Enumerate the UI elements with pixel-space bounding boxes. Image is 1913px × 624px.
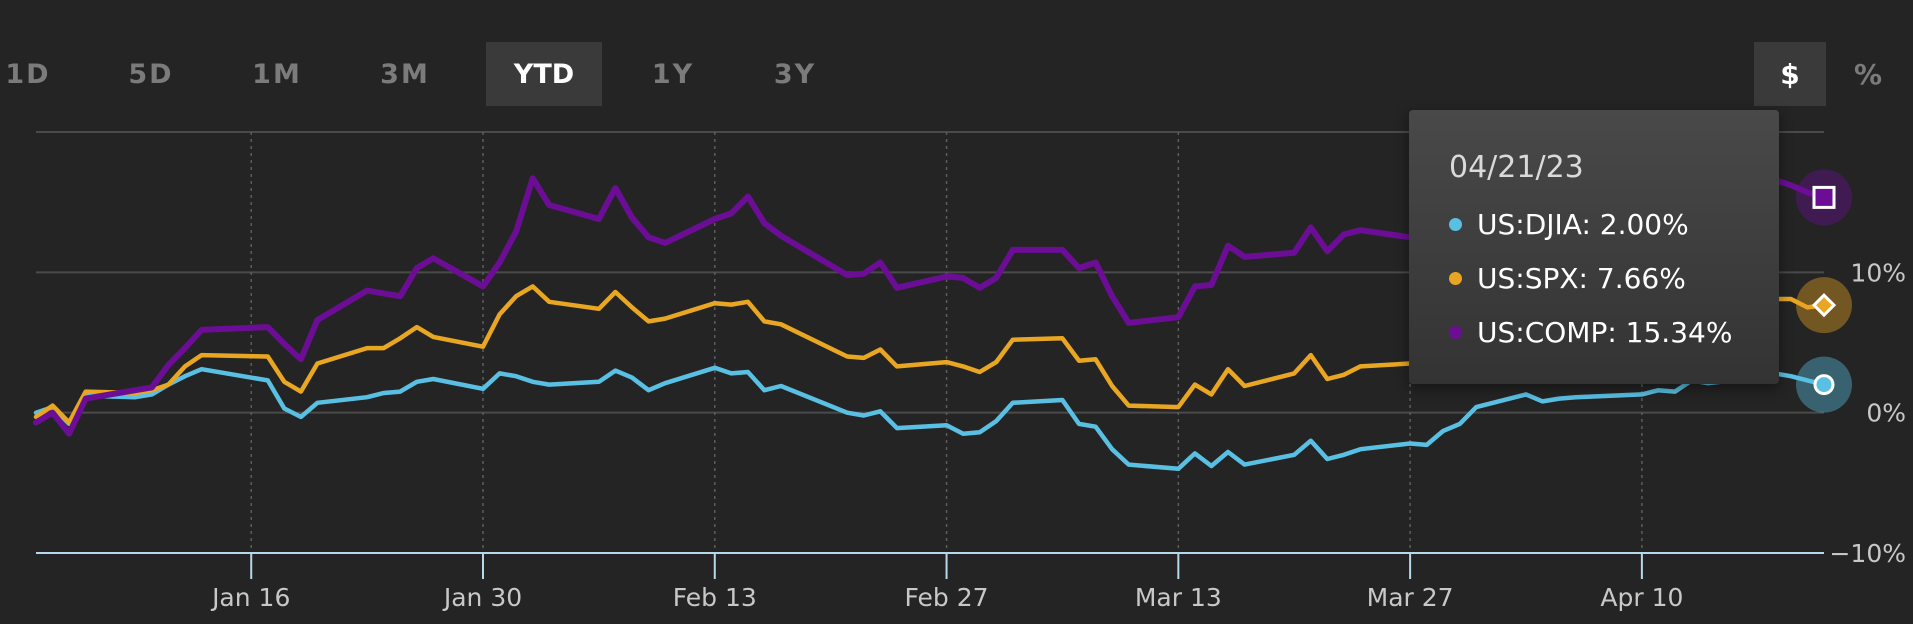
tab-1y[interactable]: 1Y [651,58,695,90]
x-tick-label-0: Jan 16 [210,583,290,612]
x-tick-label-2: Feb 13 [673,583,757,612]
tooltip-date: 04/21/23 [1449,150,1584,185]
y-tick-label-2: −10% [1829,539,1906,568]
y-tick-label-1: 0% [1866,399,1906,428]
tooltip-comp-label: US:COMP: 15.34% [1477,315,1733,349]
chart-axis: Jan 16 Jan 30 Feb 13 Feb 27 Mar 13 Mar 27 Apr … [36,258,1906,612]
x-tick-label-1: Jan 30 [442,583,522,612]
tooltip-item-spx: US:SPX: 7.66% [1449,251,1779,305]
tooltip-item-comp: US:COMP: 15.34% [1449,305,1779,359]
x-tick-label-4: Mar 13 [1135,583,1222,612]
us-comp-end-marker [1812,185,1836,209]
x-tick-label-6: Apr 10 [1600,583,1683,612]
tab-1m[interactable]: 1M [252,58,302,90]
tab-ytd[interactable]: YTD [486,42,602,106]
comp-legend-dot [1449,325,1462,339]
x-tick-label-5: Mar 27 [1367,583,1454,612]
tooltip-item-djia: US:DJIA: 2.00% [1449,197,1779,251]
tab-5d[interactable]: 5D [128,58,174,90]
djia-legend-dot [1449,217,1462,231]
us-djia-end-marker [1813,374,1835,396]
dollar-toggle-button[interactable]: $ [1754,42,1826,106]
tooltip-djia-label: US:DJIA: 2.00% [1477,207,1689,241]
tab-3m[interactable]: 3M [380,58,430,90]
chart-end-markers [1796,169,1852,413]
spx-legend-dot [1449,271,1462,285]
percent-toggle-button[interactable]: % [1853,57,1883,91]
tooltip-spx-label: US:SPX: 7.66% [1477,261,1686,295]
x-tick-label-3: Feb 27 [905,583,989,612]
series-line-us-djia [33,365,1827,472]
y-tick-label-0: 10% [1850,258,1906,287]
us-spx-end-marker [1811,293,1837,318]
hover-tooltip: 04/21/23 US:DJIA: 2.00% US:SPX: 7.66% US… [1409,110,1779,384]
tab-1d[interactable]: 1D [5,58,51,90]
tab-3y[interactable]: 3Y [773,58,817,90]
